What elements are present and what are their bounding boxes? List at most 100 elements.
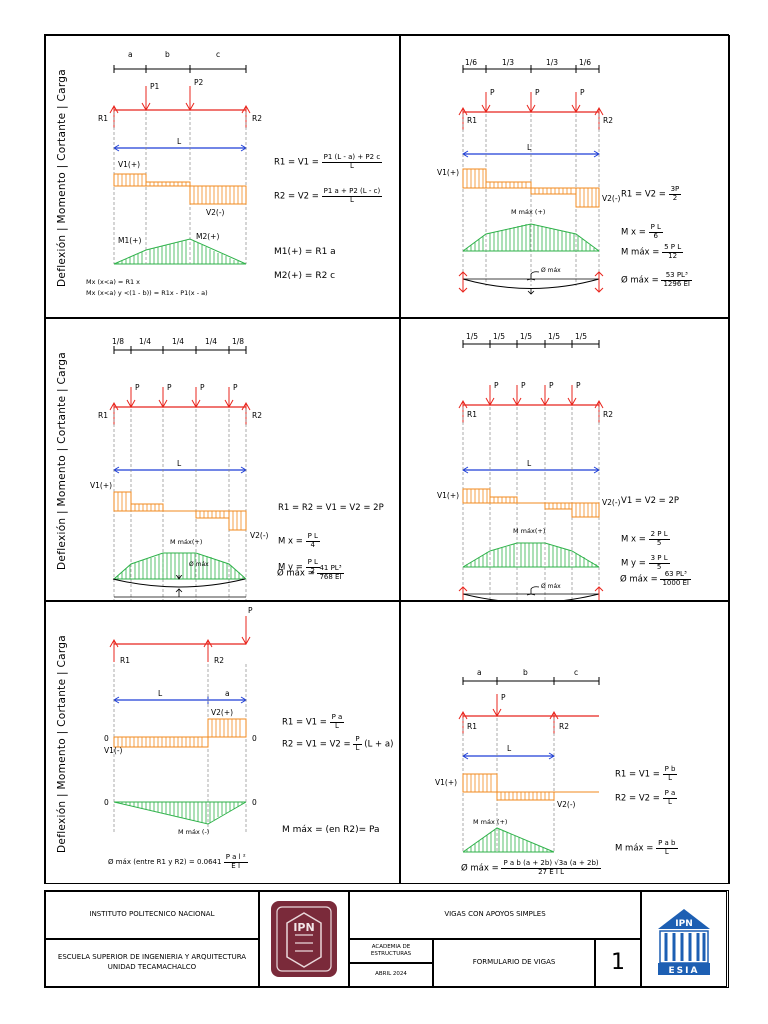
load-label: P [490, 88, 495, 97]
moment-label: M máx(+) [513, 527, 546, 535]
formula-r2: R2 = V2 = P1 a + P2 (L - c) L [274, 187, 383, 204]
dim-label: 1/4 [172, 337, 185, 346]
shear-label: V2(+) [211, 708, 234, 717]
reaction-label: R1 [467, 722, 477, 731]
formula-r: R1 = V2 = 3P 2 [621, 185, 682, 202]
drawing-title: VIGAS CON APOYOS SIMPLES [349, 891, 641, 939]
span-label: L [177, 137, 182, 146]
moment-label: M máx (+) [511, 208, 546, 216]
formula-deflection: Ø máx = 63 PL³ 1000 EI [620, 570, 691, 587]
panel-three-point-loads: 1/6 1/3 1/3 1/6 P P P R1 R2 L V1(+) V2(-… [400, 35, 730, 318]
reaction-label: R1 [467, 116, 477, 125]
span-label: L [177, 459, 182, 468]
shear-label: V2(-) [602, 194, 621, 203]
reaction-label: R2 [559, 722, 569, 731]
span-label: L [527, 459, 532, 468]
dim-label: c [216, 50, 221, 59]
diagram-single-point-load [458, 677, 600, 853]
load-label: P [535, 88, 540, 97]
mx-formula: Mx (x<a) = R1 x [86, 278, 141, 286]
dim-label: 1/4 [139, 337, 152, 346]
formula-r: V1 = V2 = 2P [621, 496, 680, 506]
title-block: INSTITUTO POLITECNICO NACIONAL ESCUELA S… [44, 890, 729, 988]
deflection-label: Ø máx [189, 561, 209, 568]
diagram-three-point-loads [458, 65, 604, 295]
load-label: P [167, 383, 172, 392]
reaction-label: R1 [98, 114, 108, 123]
panel-four-point-loads: Deflexión | Momento | Cortante | Carga 1… [45, 318, 400, 601]
drawing-date: ABRIL 2024 [349, 963, 433, 987]
moment-label: M2(+) [196, 232, 220, 241]
dim-label: 1/3 [546, 58, 559, 67]
shear-label: V1(+) [90, 481, 113, 490]
diagram-overhang-load [109, 616, 251, 834]
deflection-label: Ø máx [541, 583, 561, 590]
load-label: P [580, 88, 585, 97]
load-label: P [135, 383, 140, 392]
load-label: P [501, 693, 506, 702]
dim-label: 1/8 [232, 337, 245, 346]
deflection-curve-p3 [112, 575, 246, 597]
panel-two-point-loads: Deflexión | Momento | Cortante | Carga a… [45, 35, 400, 318]
span-label: L [527, 143, 532, 152]
dim-label: 1/5 [575, 332, 588, 341]
diagram-two-point-loads [109, 65, 251, 265]
zero-label: 0 [252, 798, 257, 807]
load-label: P [494, 381, 499, 390]
dim-label: 1/5 [548, 332, 561, 341]
load-label: P2 [194, 78, 204, 87]
mx-formula: Mx (x<a) y <(1 - b)) = R1x - P1(x - a) [86, 289, 208, 297]
panel-row2-deflection-formula-p4: Ø máx = 63 PL³ 1000 EI [620, 570, 691, 587]
reaction-label: R2 [603, 116, 613, 125]
zero-label: 0 [252, 734, 257, 743]
beam-formulary-frame: Deflexión | Momento | Cortante | Carga a… [44, 34, 730, 884]
load-label: P [549, 381, 554, 390]
diagram-four-point-loads [109, 346, 251, 600]
load-label: P1 [150, 82, 160, 91]
dim-label: a [128, 50, 133, 59]
reaction-label: R2 [214, 656, 224, 665]
zero-label: 0 [104, 798, 109, 807]
ipn-seal-logo: IPN [259, 891, 349, 987]
esia-logo: IPN ESIA [641, 891, 727, 987]
load-label: P [521, 381, 526, 390]
span-label: a [225, 689, 230, 698]
formula-deflection: Ø máx = 53 PL³ 1296 EI [621, 271, 692, 288]
reaction-label: R2 [603, 410, 613, 419]
load-label: P [233, 383, 238, 392]
dim-label: b [523, 668, 528, 677]
load-label: P [576, 381, 581, 390]
dim-label: 1/4 [205, 337, 218, 346]
formula-deflection: Ø máx = P a b (a + 2b) √3a (a + 2b) 27 E … [461, 859, 601, 876]
dim-label: 1/5 [493, 332, 506, 341]
dim-label: 1/8 [112, 337, 125, 346]
load-label: P [248, 606, 253, 615]
dim-label: 1/5 [520, 332, 533, 341]
formula-r: R1 = R2 = V1 = V2 = 2P [278, 503, 384, 513]
shear-label: V1(+) [437, 491, 460, 500]
span-label: L [158, 689, 163, 698]
ipn-seal-icon: IPN [271, 901, 337, 977]
shear-label: V2(-) [557, 800, 576, 809]
sheet-name: FORMULARIO DE VIGAS [433, 939, 595, 987]
deflection-label: Ø máx [541, 267, 561, 274]
reaction-label: R1 [467, 410, 477, 419]
zero-label: 0 [104, 734, 109, 743]
formula-mmax: M máx = (en R2)= Pa [282, 825, 380, 835]
academy-name: ACADEMIA DE ESTRUCTURAS [349, 939, 433, 963]
moment-label: M máx (-) [178, 828, 210, 836]
sheet-number: 1 [595, 939, 641, 987]
formula-deflection: Ø máx = 41 PL³ 768 EI [277, 564, 344, 581]
shear-label: V1(+) [435, 778, 458, 787]
dim-label: c [574, 668, 579, 677]
load-label: P [200, 383, 205, 392]
moment-label: M máx(+) [170, 538, 203, 546]
diagram-four-point-loads-fifths [458, 340, 604, 600]
